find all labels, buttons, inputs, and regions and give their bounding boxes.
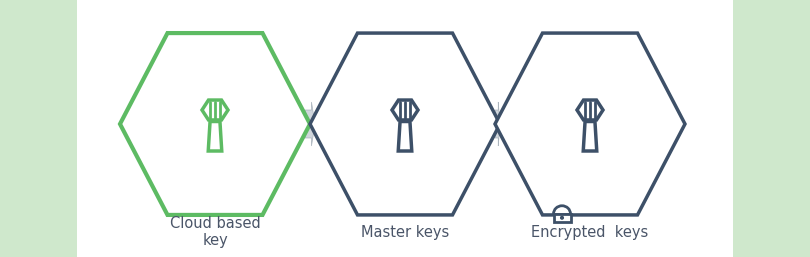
Polygon shape [577,100,603,120]
Text: Master keys: Master keys [361,225,449,240]
Polygon shape [399,122,411,151]
Polygon shape [305,102,315,146]
Text: Encrypted  keys: Encrypted keys [531,225,649,240]
Polygon shape [495,33,685,215]
Bar [0,0,77,257]
Polygon shape [202,100,228,120]
Polygon shape [120,33,310,215]
Text: Cloud based
key: Cloud based key [169,216,260,248]
Bar [733,0,810,257]
Polygon shape [583,122,597,151]
Polygon shape [310,33,500,215]
Polygon shape [208,122,222,151]
Polygon shape [495,102,500,146]
Bar [561,218,563,219]
Polygon shape [392,100,418,120]
FancyBboxPatch shape [553,214,570,222]
Circle shape [561,216,563,219]
